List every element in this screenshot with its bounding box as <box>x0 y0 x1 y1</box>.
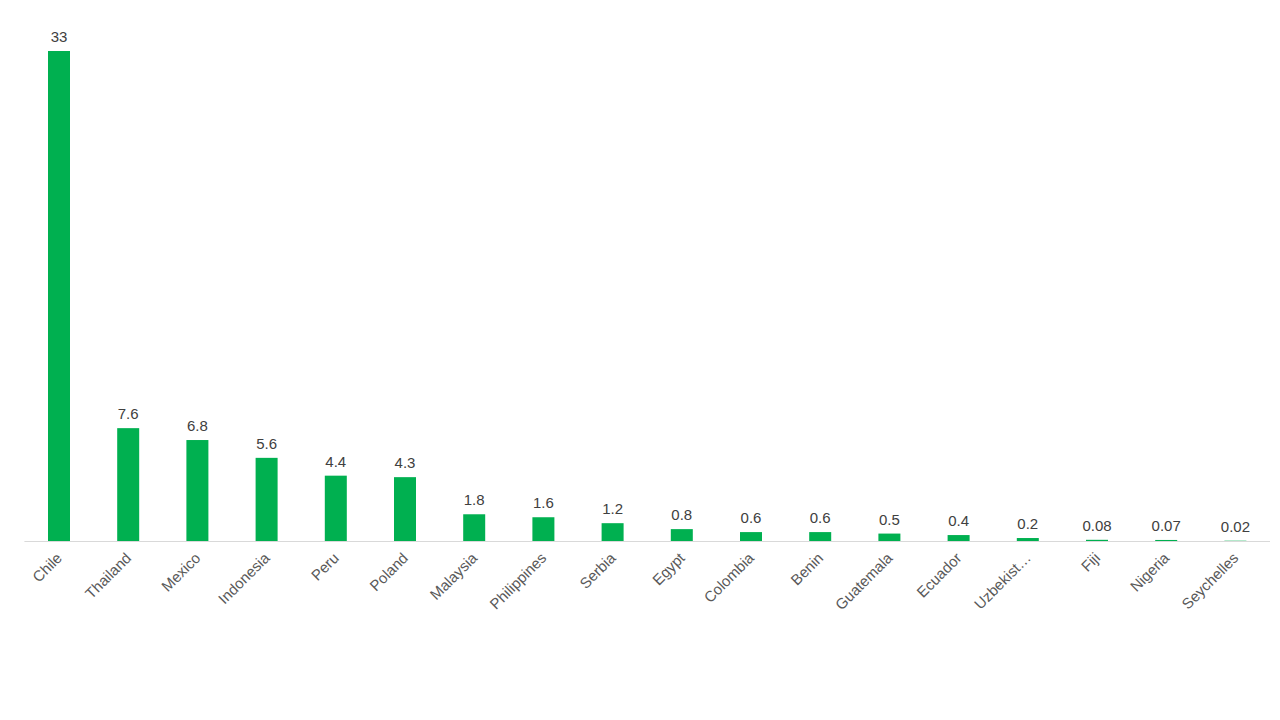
bar <box>186 440 208 541</box>
bar <box>671 529 693 541</box>
data-label: 33 <box>51 28 68 45</box>
bar <box>740 532 762 541</box>
bar <box>1017 538 1039 541</box>
bar <box>117 428 139 541</box>
x-tick-label: Egypt <box>649 549 689 589</box>
chart-svg: 33 7.6 6.8 5.6 4.4 4.3 1.8 1.6 1.2 0.8 0.6 0.6 0.5 0.… <box>0 0 1280 720</box>
data-label: 0.02 <box>1221 518 1250 535</box>
data-label: 0.8 <box>671 506 692 523</box>
bar <box>256 458 278 541</box>
x-tick-label: Poland <box>366 549 411 594</box>
bar <box>394 477 416 541</box>
x-tick-label: Seychelles <box>1178 549 1241 612</box>
x-axis-line <box>24 541 1270 542</box>
data-label: 0.5 <box>879 511 900 528</box>
data-label: 0.2 <box>1017 515 1038 532</box>
data-label: 7.6 <box>118 405 139 422</box>
x-tick-label: Benin <box>787 549 826 588</box>
data-label: 6.8 <box>187 417 208 434</box>
bar <box>809 532 831 541</box>
x-tick-label: Philippines <box>486 549 549 612</box>
bar <box>602 523 624 541</box>
x-tick-label: Guatemala <box>832 549 896 613</box>
chart-container: 33 7.6 6.8 5.6 4.4 4.3 1.8 1.6 1.2 0.8 0.6 0.6 0.5 0.… <box>0 0 1280 720</box>
page: {"chart_data": {"type": "bar", "categori… <box>0 0 1280 720</box>
x-tick-label: Ecuador <box>913 549 965 601</box>
bar <box>325 476 347 541</box>
x-tick-label: Peru <box>307 549 341 583</box>
bar <box>532 517 554 541</box>
x-tick-label: Fiji <box>1078 549 1104 575</box>
bar <box>48 51 70 541</box>
data-label: 1.8 <box>464 491 485 508</box>
x-tick-label: Malaysia <box>426 549 480 603</box>
bar <box>1086 540 1108 541</box>
x-tick-label: Uzbekist… <box>971 549 1034 612</box>
x-tick-label: Nigeria <box>1127 549 1173 595</box>
x-tick-label: Chile <box>29 549 65 585</box>
data-label: 0.07 <box>1152 517 1181 534</box>
bar <box>948 535 970 541</box>
data-label: 0.6 <box>741 509 762 526</box>
data-label: 1.2 <box>602 500 623 517</box>
bar <box>878 534 900 541</box>
data-label: 0.6 <box>810 509 831 526</box>
data-label: 0.08 <box>1082 517 1111 534</box>
bar <box>1155 540 1177 541</box>
x-tick-label: Mexico <box>158 549 204 595</box>
data-label: 4.4 <box>325 453 346 470</box>
bar <box>1224 540 1246 541</box>
data-label: 1.6 <box>533 494 554 511</box>
data-label: 0.4 <box>948 512 969 529</box>
data-label: 4.3 <box>395 454 416 471</box>
x-tick-label: Thailand <box>82 549 135 602</box>
x-tick-label: Colombia <box>700 549 757 606</box>
bars <box>48 51 1246 541</box>
data-label: 5.6 <box>256 435 277 452</box>
background <box>0 0 1280 720</box>
bar <box>463 514 485 541</box>
x-tick-label: Indonesia <box>215 549 273 607</box>
x-tick-label: Serbia <box>576 549 619 592</box>
